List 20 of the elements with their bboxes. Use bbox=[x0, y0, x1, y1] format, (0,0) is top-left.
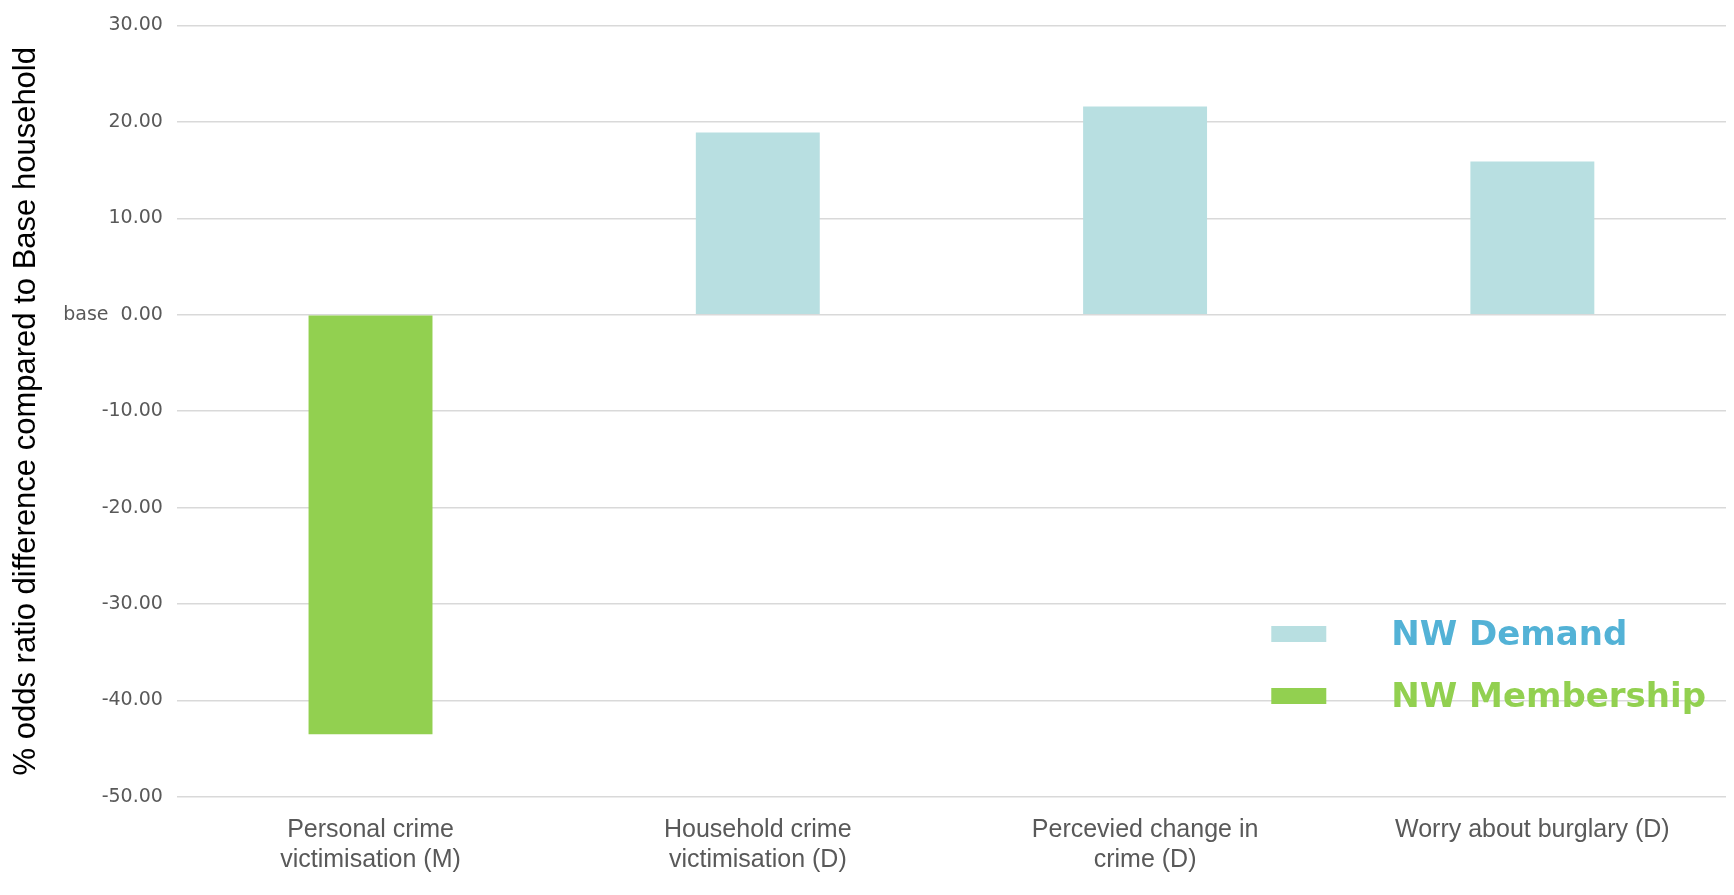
x-tick-label: Worry about burglary (D) bbox=[1395, 813, 1670, 842]
y-tick-label: 30.00 bbox=[108, 12, 163, 35]
y-tick-label: -50.00 bbox=[101, 783, 163, 806]
x-tick-label: Percevied change in crime (D) bbox=[1031, 813, 1259, 872]
bar bbox=[308, 315, 433, 735]
legend-label: NW Demand bbox=[1391, 612, 1628, 653]
y-tick-label: 20.00 bbox=[108, 108, 163, 131]
y-tick-label: base 0.00 bbox=[63, 301, 163, 324]
y-tick-label: -30.00 bbox=[101, 591, 163, 614]
y-tick-label: 10.00 bbox=[108, 205, 163, 228]
bar bbox=[695, 132, 820, 314]
legend-label: NW Membership bbox=[1391, 674, 1706, 715]
y-tick-label: -40.00 bbox=[101, 687, 163, 710]
y-tick-label: -10.00 bbox=[101, 398, 163, 421]
x-tick-label: Household crime victimisation (D) bbox=[664, 813, 852, 872]
x-tick-label: Personal crime victimisation (M) bbox=[280, 813, 461, 872]
bar bbox=[1470, 161, 1595, 314]
y-tick-label: -20.00 bbox=[101, 494, 163, 517]
y-axis-title: % odds ratio difference compared to Base household bbox=[7, 47, 43, 776]
bar bbox=[1083, 106, 1208, 314]
